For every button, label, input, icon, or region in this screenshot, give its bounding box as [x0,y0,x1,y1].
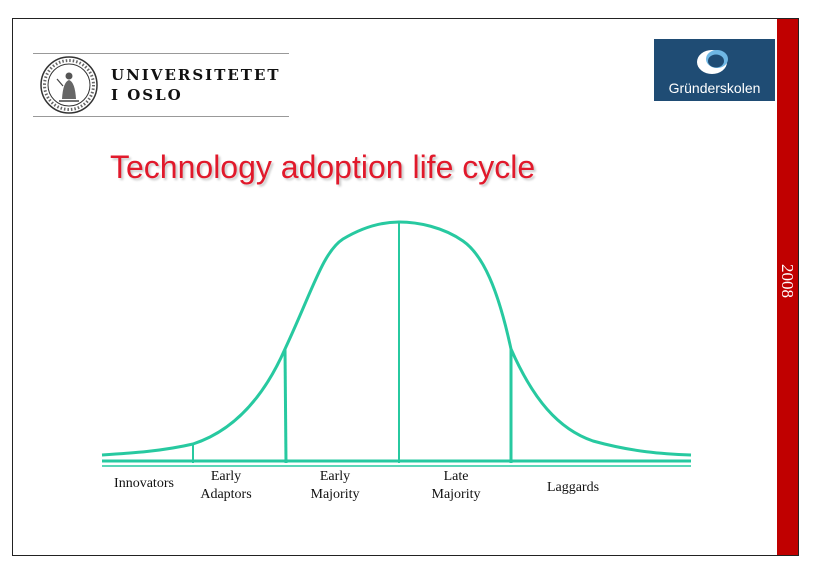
segment-label-late-majority: Late Majority [432,468,481,504]
university-name-line1: UNIVERSITETET [111,66,281,84]
segment-label-line: Laggards [546,480,600,495]
segment-label-line: Majority [431,487,481,502]
grunderskolen-logo: Gründerskolen [654,39,775,101]
university-seal-icon [40,56,98,114]
segment-label-line: Early [210,469,242,484]
grunderskolen-mark-icon [697,50,728,74]
segment-label-line: Majority [310,487,360,502]
university-logo: UNIVERSITETET I OSLO [33,53,289,117]
segment-label-early-majority: Early Majority [311,468,360,504]
segment-label-early-adaptors: Early Adaptors [200,468,251,504]
segment-label-laggards: Laggards [547,479,599,497]
divider-early-adaptors-early-majority [283,348,288,464]
segment-label-line: Late [443,469,469,484]
slide: UNIVERSITETET I OSLO Gründerskolen Techn… [12,18,799,556]
segment-label-line: Adaptors [200,487,252,502]
segment-label-innovators: Innovators [114,475,174,493]
slide-title: Technology adoption life cycle [110,149,536,185]
university-name-line2: I OSLO [111,86,183,104]
adoption-curve-diagram [101,220,692,467]
year-label: 2008 [778,264,797,298]
side-band: 2008 [777,19,798,555]
grunderskolen-logo-text: Gründerskolen [668,80,761,96]
bell-curve [101,220,692,457]
segment-label-line: Innovators [114,476,174,491]
segment-label-line: Early [319,469,351,484]
